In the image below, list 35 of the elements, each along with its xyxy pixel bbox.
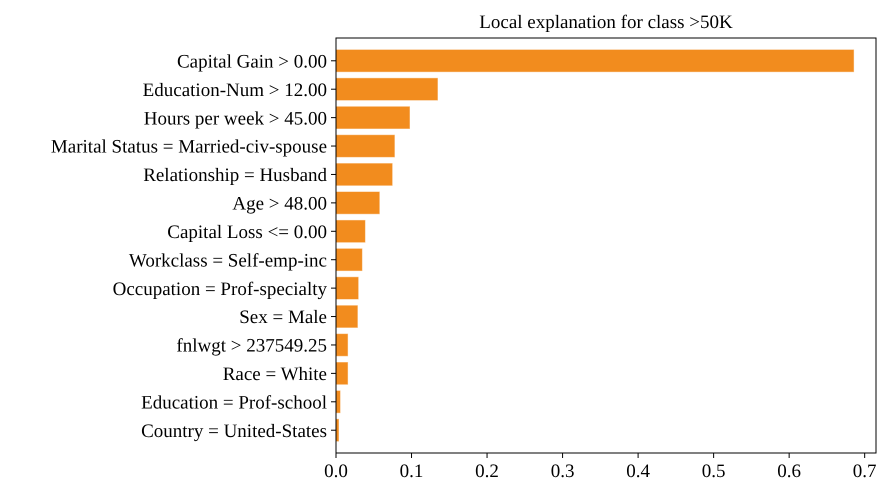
y-tick-label: Sex = Male bbox=[239, 307, 327, 328]
bar bbox=[336, 276, 360, 300]
y-tick-label: fnlwgt > 237549.25 bbox=[176, 336, 327, 357]
bar bbox=[336, 134, 396, 158]
x-tick-label: 0.2 bbox=[475, 461, 499, 482]
y-tick-label: Race = White bbox=[222, 364, 327, 386]
y-tick-label: Hours per week > 45.00 bbox=[144, 108, 327, 130]
x-tick-label: 0.3 bbox=[550, 461, 574, 482]
bar bbox=[336, 333, 349, 357]
chart-title: Local explanation for class >50K bbox=[479, 12, 733, 33]
x-tick-label: 0.0 bbox=[324, 461, 348, 482]
bar bbox=[336, 362, 349, 386]
y-tick-label: Age > 48.00 bbox=[232, 194, 327, 215]
bar bbox=[336, 248, 363, 272]
x-tick-label: 0.6 bbox=[777, 461, 802, 482]
bar bbox=[336, 191, 380, 215]
x-tick-label: 0.7 bbox=[852, 461, 877, 482]
bar bbox=[336, 219, 366, 244]
y-tick-label: Education-Num > 12.00 bbox=[142, 80, 327, 101]
bar bbox=[336, 106, 411, 130]
y-tick-label: Capital Gain > 0.00 bbox=[176, 51, 327, 72]
y-tick-label: Occupation = Prof-specialty bbox=[112, 278, 328, 300]
bar bbox=[336, 77, 438, 102]
y-tick-label: Capital Loss <= 0.00 bbox=[167, 222, 327, 243]
y-tick-label: Workclass = Self-emp-inc bbox=[128, 250, 327, 272]
y-tick-label: Country = United-States bbox=[141, 420, 327, 442]
y-tick-label: Relationship = Husband bbox=[143, 165, 328, 186]
x-tick-label: 0.1 bbox=[400, 461, 424, 482]
y-tick-label: Marital Status = Married-civ-spouse bbox=[50, 136, 327, 158]
x-tick-label: 0.5 bbox=[702, 461, 726, 482]
y-tick-label: Education = Prof-school bbox=[141, 392, 327, 414]
bar bbox=[336, 162, 394, 186]
bar bbox=[336, 304, 358, 328]
bar bbox=[336, 48, 855, 73]
x-tick-label: 0.4 bbox=[626, 461, 650, 482]
